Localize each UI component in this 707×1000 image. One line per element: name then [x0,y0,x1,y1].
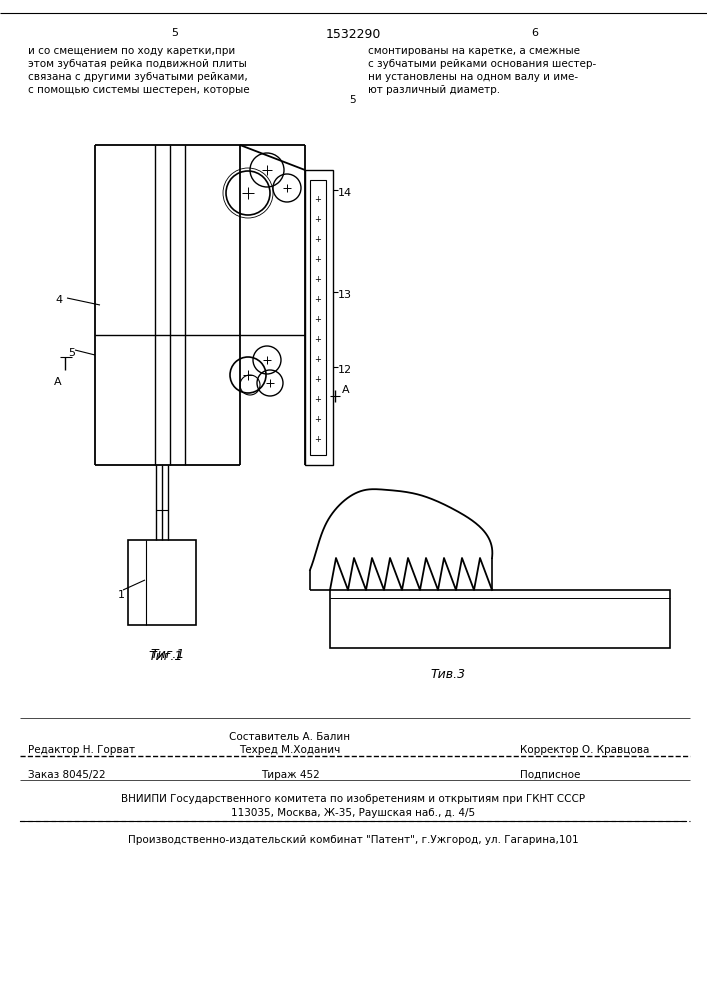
Text: смонтированы на каретке, а смежные: смонтированы на каретке, а смежные [368,46,580,56]
Text: 4: 4 [55,295,62,305]
Text: ют различный диаметр.: ют различный диаметр. [368,85,500,95]
Text: Редактор Н. Горват: Редактор Н. Горват [28,745,135,755]
Text: +: + [315,436,322,444]
Bar [305,170,333,465]
Text: Τиг.1: Τиг.1 [148,650,182,663]
Bar [128,540,196,625]
Text: ВНИИПИ Государственного комитета по изобретениям и открытиям при ГКНТ СССР: ВНИИПИ Государственного комитета по изоб… [121,794,585,804]
Text: A: A [54,377,62,387]
Text: +: + [315,216,322,225]
Text: ни установлены на одном валу и име-: ни установлены на одном валу и име- [368,72,578,82]
Text: +: + [315,235,322,244]
Text: Техред М.Ходанич: Техред М.Ходанич [240,745,341,755]
Text: +: + [315,395,322,404]
Text: 5: 5 [350,95,356,105]
Bar [330,590,670,648]
Text: Тираж 452: Тираж 452 [261,770,320,780]
Text: +: + [315,255,322,264]
Bar [310,180,326,455]
Text: и со смещением по ходу каретки,при: и со смещением по ходу каретки,при [28,46,235,56]
Text: 13: 13 [338,290,352,300]
Text: Τив.3: Τив.3 [430,668,465,681]
Text: 1532290: 1532290 [325,28,380,41]
Text: 12: 12 [338,365,352,375]
Text: Заказ 8045/22: Заказ 8045/22 [28,770,105,780]
Text: +: + [315,196,322,205]
Text: +: + [315,336,322,344]
Text: 5: 5 [172,28,178,38]
Text: Составитель А. Балин: Составитель А. Балин [230,732,351,742]
Text: +: + [315,316,322,324]
Text: 1: 1 [118,590,125,600]
Text: с помощью системы шестерен, которые: с помощью системы шестерен, которые [28,85,250,95]
Text: связана с другими зубчатыми рейками,: связана с другими зубчатыми рейками, [28,72,247,82]
Text: Корректор О. Кравцова: Корректор О. Кравцова [520,745,649,755]
Text: +: + [315,275,322,284]
Text: +: + [315,296,322,304]
Text: 113035, Москва, Ж-35, Раушская наб., д. 4/5: 113035, Москва, Ж-35, Раушская наб., д. … [231,808,475,818]
Text: 6: 6 [532,28,539,38]
Text: A: A [342,385,350,395]
Text: +: + [315,416,322,424]
Text: +: + [315,356,322,364]
Text: 5: 5 [68,348,75,358]
Text: Τиг.1: Τиг.1 [150,648,185,661]
Text: Подписное: Подписное [520,770,580,780]
Text: этом зубчатая рейка подвижной плиты: этом зубчатая рейка подвижной плиты [28,59,247,69]
Text: +: + [315,375,322,384]
Text: Производственно-издательский комбинат "Патент", г.Ужгород, ул. Гагарина,101: Производственно-издательский комбинат "П… [128,835,578,845]
Text: с зубчатыми рейками основания шестер-: с зубчатыми рейками основания шестер- [368,59,596,69]
Text: 14: 14 [338,188,352,198]
